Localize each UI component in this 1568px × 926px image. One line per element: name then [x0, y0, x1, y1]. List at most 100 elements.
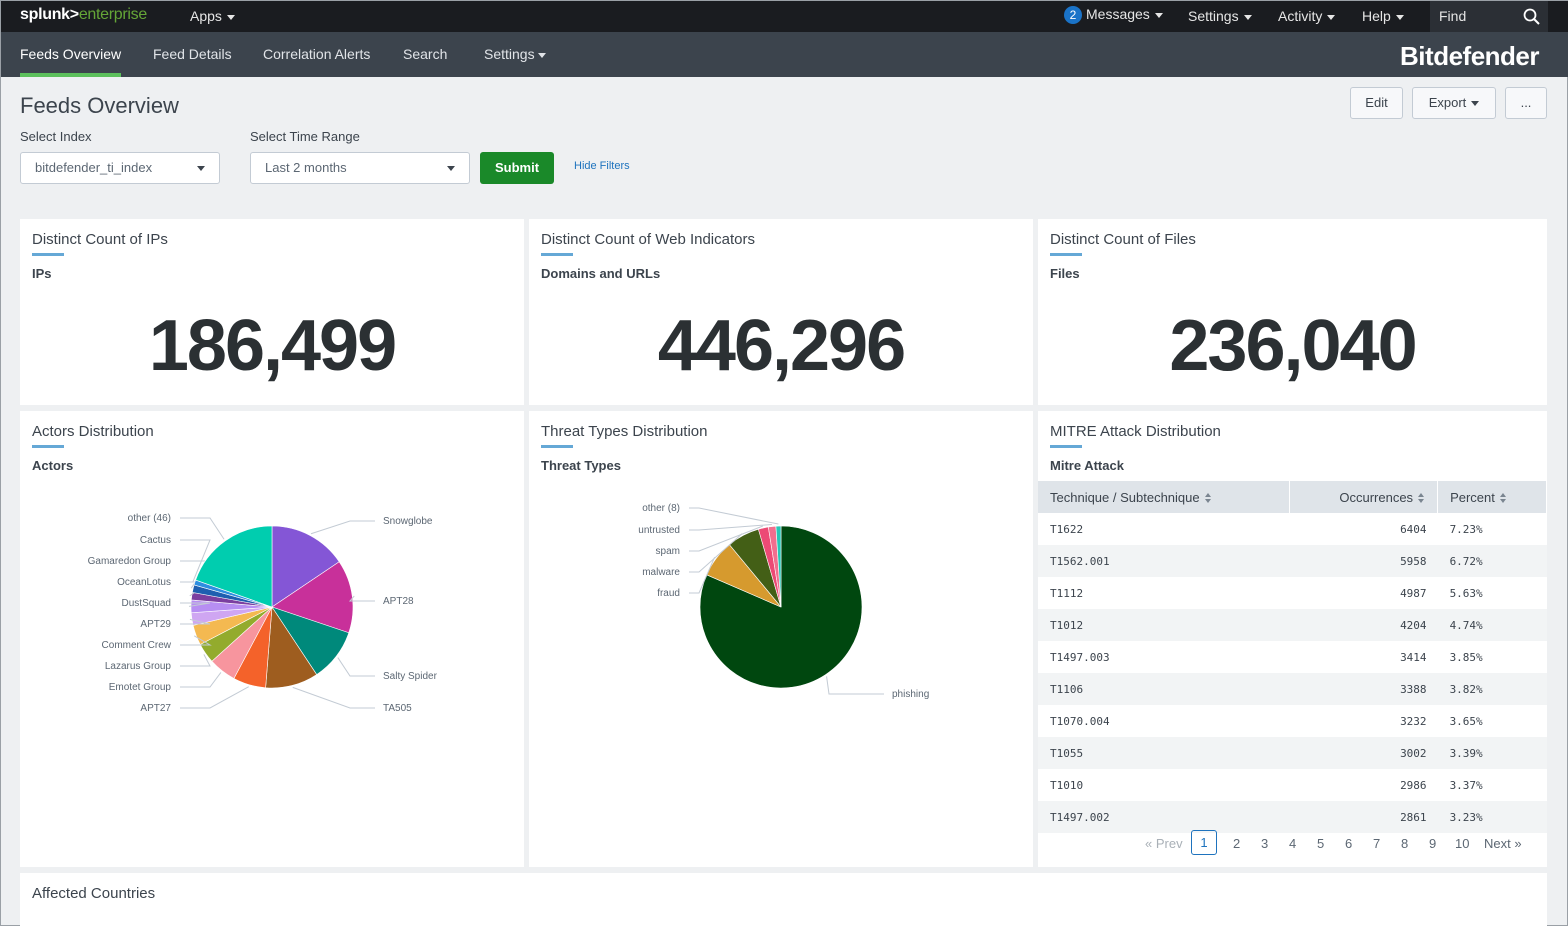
slice-label: spam — [656, 546, 680, 557]
table-row[interactable]: T1106 3388 3.82% — [1038, 673, 1547, 705]
pagination-next[interactable]: Next » — [1484, 836, 1522, 851]
panel-title: Distinct Count of Web Indicators — [541, 231, 755, 248]
web-indicators-count: 446,296 — [657, 306, 906, 386]
export-button[interactable]: Export — [1412, 87, 1496, 119]
leader-line — [348, 595, 375, 602]
occurrences-cell: 3002 — [1289, 737, 1438, 769]
percent-cell: 3.85% — [1449, 650, 1483, 664]
slice-label: Snowglobe — [383, 516, 433, 527]
table-row[interactable]: T1112 4987 5.63% — [1038, 577, 1547, 609]
table-row[interactable]: T1497.003 3414 3.85% — [1038, 641, 1547, 673]
table-row[interactable]: T1010 2986 3.37% — [1038, 769, 1547, 801]
tab-feeds-overview[interactable]: Feeds Overview — [20, 46, 122, 62]
pagination-prev[interactable]: « Prev — [1145, 836, 1183, 851]
pagination-page[interactable]: 9 — [1429, 836, 1437, 851]
time-range-select[interactable]: Last 2 months — [250, 152, 470, 184]
percent-cell: 3.65% — [1449, 714, 1483, 728]
activity-menu[interactable]: Activity — [1278, 8, 1336, 24]
percent-cell: 5.63% — [1449, 586, 1483, 600]
slice-label: Emotet Group — [109, 682, 172, 693]
leader-line — [689, 525, 764, 552]
pagination-page[interactable]: 3 — [1261, 836, 1269, 851]
sort-icon — [1418, 493, 1425, 504]
app-bar: Feeds Overview Feed Details Correlation … — [1, 32, 1568, 77]
column-header-occurrences[interactable]: Occurrences — [1289, 481, 1439, 513]
pagination-page[interactable]: 4 — [1289, 836, 1297, 851]
slice-label: other (8) — [642, 503, 680, 514]
leader-line — [180, 539, 211, 583]
chevron-down-icon — [1327, 14, 1336, 20]
tab-correlation-alerts[interactable]: Correlation Alerts — [263, 46, 371, 62]
chevron-down-icon — [447, 166, 455, 171]
percent-cell: 3.39% — [1437, 737, 1547, 769]
leader-line — [292, 686, 375, 709]
slice-label: APT27 — [140, 703, 171, 714]
pagination-page-label: 1 — [1191, 830, 1217, 855]
column-header-percent[interactable]: Percent — [1437, 481, 1547, 513]
technique-cell: T1012 — [1038, 609, 1290, 641]
occurrences-cell: 6404 — [1400, 522, 1427, 536]
pagination-page[interactable]: 5 — [1317, 836, 1325, 851]
panel-title: Affected Countries — [32, 885, 156, 902]
pagination-page[interactable]: 7 — [1373, 836, 1381, 851]
splunk-logo[interactable]: splunk>enterprise — [20, 6, 147, 23]
leader-line — [180, 602, 211, 607]
settings-menu[interactable]: Settings — [1188, 8, 1252, 24]
leader-line — [180, 517, 225, 540]
time-range-label: Select Time Range — [250, 129, 360, 144]
panel-ips: Distinct Count of IPs IPs 186,499 — [20, 219, 524, 405]
pie-slice-other-8[interactable] — [775, 525, 782, 608]
leader-line — [689, 524, 772, 531]
pie-slice-snowglobe[interactable] — [271, 525, 340, 608]
tab-search[interactable]: Search — [403, 46, 448, 62]
technique-cell: T1055 — [1038, 737, 1290, 769]
apps-menu[interactable]: Apps — [190, 8, 235, 24]
occurrences-cell: 4204 — [1289, 609, 1438, 641]
table-row[interactable]: T1562.001 5958 6.72% — [1038, 545, 1547, 577]
tab-feed-details[interactable]: Feed Details — [153, 46, 232, 62]
leader-line — [689, 556, 716, 594]
title-accent — [32, 253, 64, 256]
edit-button[interactable]: Edit — [1350, 87, 1403, 119]
pagination-page[interactable]: 10 — [1455, 836, 1470, 851]
find-input[interactable]: Find — [1430, 1, 1548, 32]
slice-label: untrusted — [638, 525, 680, 536]
table-row[interactable]: T1012 4204 4.74% — [1038, 609, 1547, 641]
slice-label: Salty Spider — [383, 671, 438, 682]
pagination-page[interactable]: 6 — [1345, 836, 1353, 851]
leader-line — [180, 618, 211, 625]
slice-label: APT29 — [140, 619, 171, 630]
chevron-down-icon — [1154, 12, 1163, 18]
slice-label: Lazarus Group — [105, 661, 172, 672]
table-row[interactable]: T1055 3002 3.39% — [1038, 737, 1547, 769]
slice-label: APT28 — [383, 596, 414, 607]
help-menu[interactable]: Help — [1362, 8, 1404, 24]
leader-line — [180, 635, 212, 646]
more-actions-button[interactable]: ... — [1505, 87, 1547, 119]
pagination-page[interactable]: 8 — [1401, 836, 1409, 851]
ips-count: 186,499 — [148, 306, 397, 386]
index-select[interactable]: bitdefender_ti_index — [20, 152, 220, 184]
panel-actors: Actors Distribution Actors Snowglobe APT2… — [20, 411, 524, 867]
tab-settings[interactable]: Settings — [484, 46, 546, 62]
column-header-technique[interactable]: Technique / Subtechnique — [1038, 481, 1291, 513]
slice-label: phishing — [892, 689, 929, 700]
hide-filters-link[interactable]: Hide Filters — [574, 160, 630, 172]
messages-menu[interactable]: 2 Messages — [1064, 6, 1163, 24]
technique-cell: T1562.001 — [1038, 545, 1290, 577]
panel-title: Distinct Count of Files — [1050, 231, 1196, 248]
technique-cell: T1070.004 — [1050, 714, 1110, 728]
table-row[interactable]: T1070.004 3232 3.65% — [1038, 705, 1547, 737]
percent-cell: 3.23% — [1437, 801, 1547, 833]
panel-subtitle: Domains and URLs — [541, 266, 661, 281]
panel-web-indicators: Distinct Count of Web Indicators Domains… — [529, 219, 1033, 405]
panel-subtitle: IPs — [32, 266, 52, 281]
table-row[interactable]: T1622 6404 7.23% — [1038, 513, 1547, 545]
table-row[interactable]: T1497.002 2861 3.23% — [1038, 801, 1547, 833]
pagination-page[interactable]: 2 — [1233, 836, 1241, 851]
chevron-down-icon — [1395, 14, 1404, 20]
submit-button[interactable]: Submit — [480, 152, 554, 184]
pie-slice-other-46[interactable] — [195, 525, 273, 608]
pie-slice-apt28[interactable] — [271, 561, 354, 634]
slice-label: DustSquad — [122, 598, 171, 609]
